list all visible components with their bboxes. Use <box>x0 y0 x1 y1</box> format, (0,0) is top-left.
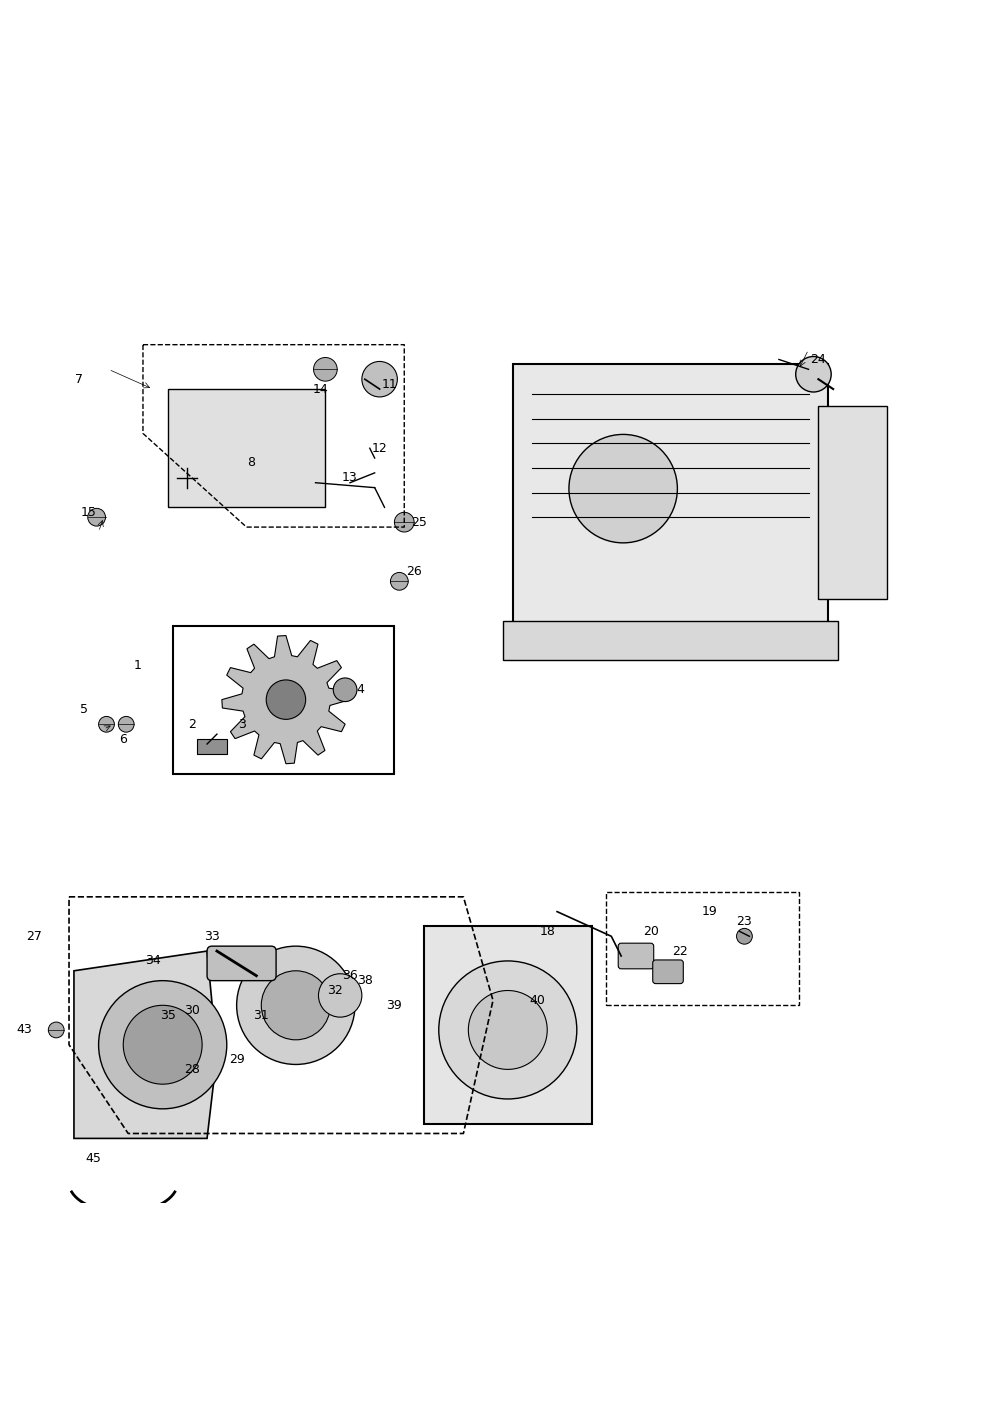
Text: 45: 45 <box>86 1152 102 1165</box>
Circle shape <box>796 356 831 392</box>
Text: 6: 6 <box>119 732 127 745</box>
Text: 14: 14 <box>313 383 328 396</box>
Text: 36: 36 <box>342 969 358 982</box>
FancyBboxPatch shape <box>197 739 227 753</box>
Text: 35: 35 <box>160 1009 176 1022</box>
Circle shape <box>314 358 337 382</box>
Text: 27: 27 <box>27 929 42 942</box>
FancyBboxPatch shape <box>513 365 828 640</box>
FancyBboxPatch shape <box>818 406 887 599</box>
FancyBboxPatch shape <box>424 927 592 1124</box>
Text: 39: 39 <box>387 999 402 1012</box>
Text: 31: 31 <box>253 1009 269 1022</box>
Text: 23: 23 <box>737 915 752 928</box>
Text: 4: 4 <box>356 684 364 697</box>
Text: 34: 34 <box>145 955 161 968</box>
Text: 12: 12 <box>372 441 387 454</box>
Text: 24: 24 <box>810 353 826 366</box>
Text: 2: 2 <box>188 718 196 731</box>
Circle shape <box>439 961 577 1098</box>
Text: 29: 29 <box>229 1053 245 1066</box>
FancyBboxPatch shape <box>207 946 276 981</box>
Text: 13: 13 <box>342 471 358 484</box>
Text: 32: 32 <box>327 983 343 998</box>
Text: 28: 28 <box>184 1063 200 1076</box>
Text: 40: 40 <box>529 993 545 1007</box>
Polygon shape <box>222 636 350 763</box>
Circle shape <box>99 717 114 732</box>
FancyBboxPatch shape <box>173 626 394 773</box>
Text: 30: 30 <box>184 1003 200 1017</box>
Circle shape <box>266 680 306 719</box>
Text: 26: 26 <box>406 565 422 578</box>
Circle shape <box>737 928 752 944</box>
Circle shape <box>333 678 357 701</box>
Text: 20: 20 <box>643 925 659 938</box>
Text: 8: 8 <box>247 457 255 470</box>
Text: 5: 5 <box>80 702 88 717</box>
Text: 33: 33 <box>204 929 220 942</box>
Circle shape <box>569 434 677 543</box>
Text: 11: 11 <box>382 377 397 390</box>
FancyBboxPatch shape <box>503 620 838 660</box>
Text: 18: 18 <box>539 925 555 938</box>
Circle shape <box>48 1022 64 1037</box>
Circle shape <box>99 981 227 1108</box>
Text: 25: 25 <box>411 515 427 529</box>
Circle shape <box>88 508 106 526</box>
Text: 22: 22 <box>672 945 688 958</box>
Text: 1: 1 <box>134 658 142 671</box>
Circle shape <box>390 572 408 590</box>
Circle shape <box>362 362 397 397</box>
Text: 15: 15 <box>81 505 97 519</box>
FancyBboxPatch shape <box>653 959 683 983</box>
FancyBboxPatch shape <box>168 389 325 508</box>
FancyBboxPatch shape <box>618 944 654 969</box>
Text: 3: 3 <box>238 718 246 731</box>
Text: 38: 38 <box>357 975 373 988</box>
Text: 7: 7 <box>75 373 83 386</box>
Circle shape <box>394 512 414 532</box>
Circle shape <box>468 990 547 1070</box>
Circle shape <box>237 946 355 1064</box>
Circle shape <box>261 971 330 1040</box>
Text: 43: 43 <box>17 1023 33 1036</box>
Circle shape <box>318 973 362 1017</box>
Circle shape <box>118 717 134 732</box>
FancyBboxPatch shape <box>606 893 799 1005</box>
Circle shape <box>123 1005 202 1084</box>
Text: 19: 19 <box>702 905 718 918</box>
Polygon shape <box>74 951 217 1138</box>
